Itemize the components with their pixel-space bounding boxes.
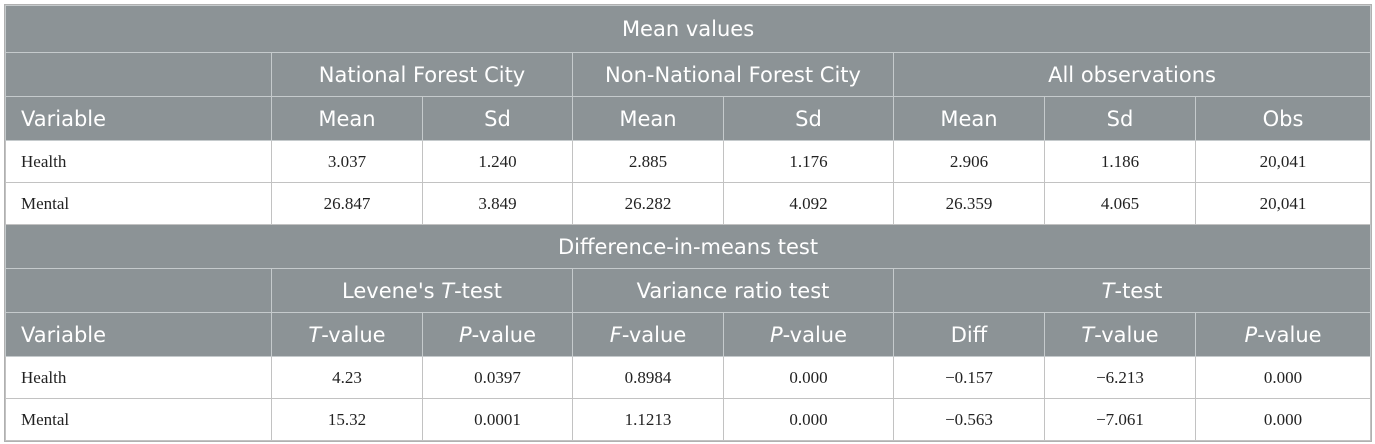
group-header-national-forest-city: National Forest City: [271, 52, 573, 97]
table-cell: 20,041: [1194, 182, 1372, 225]
table-cell: 0.000: [1194, 356, 1372, 399]
table-cell: 1.186: [1044, 140, 1196, 183]
table-cell: −0.157: [893, 356, 1045, 399]
table-cell: −6.213: [1044, 356, 1196, 399]
blank-header-cell: [5, 268, 272, 313]
row-label: Mental: [5, 182, 272, 225]
table-cell: 1.240: [422, 140, 573, 183]
table-cell: 3.037: [271, 140, 423, 183]
mean-values-title: Mean values: [4, 5, 1372, 53]
column-header-mean: Mean: [572, 96, 724, 141]
table-cell: 0.0397: [422, 356, 573, 399]
table-cell: 26.847: [271, 182, 423, 225]
table-cell: 0.000: [723, 398, 894, 441]
table-row: Health 3.037 1.240 2.885 1.176 2.906 1.1…: [5, 140, 1372, 183]
table-cell: 0.000: [1194, 398, 1372, 441]
table-cell: 0.8984: [572, 356, 724, 399]
difference-in-means-title: Difference-in-means test: [4, 224, 1372, 269]
column-header-mean: Mean: [271, 96, 423, 141]
group-header-all-observations: All observations: [892, 52, 1372, 97]
group-header-t-test: T-test: [892, 268, 1372, 313]
column-header-p-value: P-value: [723, 312, 894, 357]
table-cell: 0.000: [723, 356, 894, 399]
table-cell: 15.32: [271, 398, 423, 441]
column-header-t-value: T-value: [271, 312, 423, 357]
table-cell: −0.563: [893, 398, 1045, 441]
group-header-non-national-forest-city: Non-National Forest City: [572, 52, 894, 97]
table-cell: 1.1213: [572, 398, 724, 441]
table-cell: 2.885: [572, 140, 724, 183]
section-title-row: Difference-in-means test: [4, 224, 1372, 269]
table-cell: 3.849: [422, 182, 573, 225]
column-header-p-value: P-value: [1194, 312, 1372, 357]
statistics-table: Mean values National Forest City Non-Nat…: [3, 4, 1373, 442]
column-header-f-value: F-value: [572, 312, 724, 357]
group-header-variance-ratio-test: Variance ratio test: [572, 268, 894, 313]
table-cell: 26.282: [572, 182, 724, 225]
column-header-p-value: P-value: [422, 312, 573, 357]
group-header-row: Levene's T-test Variance ratio test T-te…: [5, 268, 1372, 313]
row-label: Health: [5, 356, 272, 399]
section-title-row: Mean values: [4, 5, 1372, 53]
column-header-diff: Diff: [893, 312, 1045, 357]
table-row: Health 4.23 0.0397 0.8984 0.000 −0.157 −…: [5, 356, 1372, 399]
column-header-variable: Variable: [5, 96, 272, 141]
table-cell: 1.176: [723, 140, 894, 183]
blank-header-cell: [5, 52, 272, 97]
column-header-variable: Variable: [5, 312, 272, 357]
table-cell: −7.061: [1044, 398, 1196, 441]
column-header-obs: Obs: [1194, 96, 1372, 141]
table-row: Mental 26.847 3.849 26.282 4.092 26.359 …: [5, 182, 1372, 225]
column-header-sd: Sd: [723, 96, 894, 141]
table-cell: 0.0001: [422, 398, 573, 441]
row-label: Mental: [5, 398, 272, 441]
column-header-row: Variable T-value P-value F-value P-value…: [5, 312, 1372, 357]
group-header-levene-t-test: Levene's T-test: [271, 268, 573, 313]
table-cell: 4.065: [1044, 182, 1196, 225]
table-cell: 20,041: [1194, 140, 1372, 183]
table-cell: 2.906: [893, 140, 1045, 183]
column-header-t-value: T-value: [1044, 312, 1196, 357]
table-cell: 4.092: [723, 182, 894, 225]
column-header-sd: Sd: [1044, 96, 1196, 141]
table-cell: 4.23: [271, 356, 423, 399]
table-cell: 26.359: [893, 182, 1045, 225]
column-header-sd: Sd: [422, 96, 573, 141]
table-row: Mental 15.32 0.0001 1.1213 0.000 −0.563 …: [5, 398, 1372, 441]
group-header-row: National Forest City Non-National Forest…: [5, 52, 1372, 97]
row-label: Health: [5, 140, 272, 183]
column-header-mean: Mean: [893, 96, 1045, 141]
column-header-row: Variable Mean Sd Mean Sd Mean Sd Obs: [5, 96, 1372, 141]
